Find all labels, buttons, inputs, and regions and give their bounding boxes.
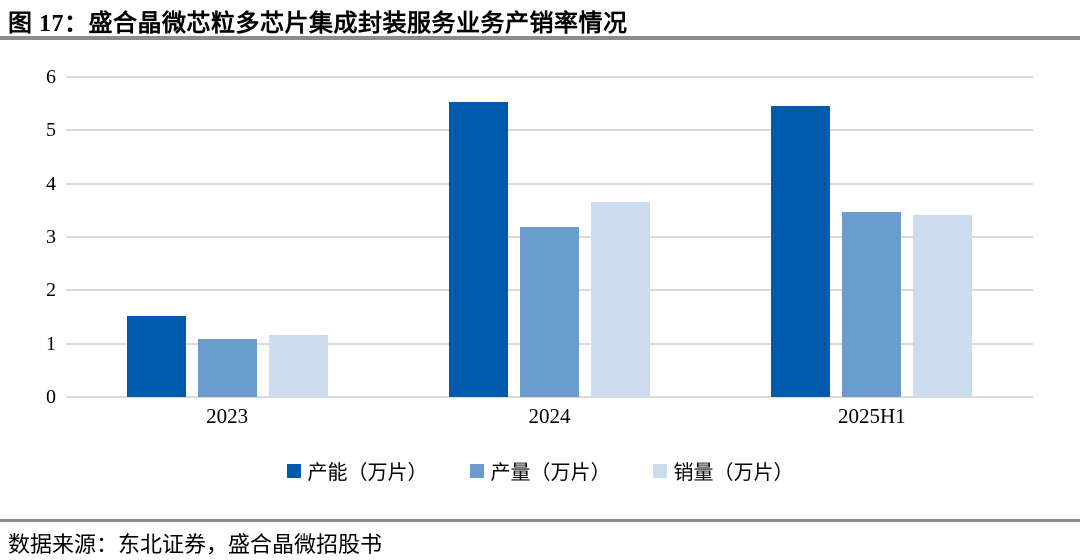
- x-axis-label-2024: 2024: [528, 404, 571, 428]
- bar-产能（万片）-2025H1: [771, 105, 831, 397]
- bar-产量（万片）-2023: [197, 338, 257, 397]
- x-axis-label-2025H1: 2025H1: [837, 404, 906, 428]
- legend-label-capacity: 产能（万片）: [307, 462, 428, 484]
- gridline-y-6: [66, 76, 1033, 78]
- legend-swatch-capacity-icon: [286, 463, 301, 478]
- title-divider: [0, 36, 1080, 40]
- y-axis-tick-label-3: 3: [46, 226, 56, 248]
- legend-item-capacity: 产能（万片）: [286, 456, 428, 485]
- bar-产量（万片）-2024: [519, 226, 579, 397]
- gridline-y-4: [66, 182, 1033, 185]
- gridline-y-5: [66, 129, 1033, 132]
- data-source: 数据来源：东北证券，盛合晶微招股书: [8, 532, 383, 557]
- legend-item-production: 产量（万片）: [469, 456, 611, 485]
- legend-swatch-sales-icon: [652, 463, 667, 478]
- x-axis-labels: 2023 2024 2025H1: [66, 404, 1033, 429]
- bar-产能（万片）-2023: [126, 315, 186, 397]
- bar-产量（万片）-2025H1: [842, 211, 902, 397]
- bar-group-2024: [388, 77, 710, 397]
- chart-legend: 产能（万片） 产量（万片） 销量（万片）: [0, 456, 1080, 485]
- y-axis-tick-label-2: 2: [46, 279, 56, 302]
- y-axis-tick-label-0: 0: [46, 386, 56, 408]
- bar-销量（万片）-2023: [268, 335, 328, 397]
- bar-销量（万片）-2024: [590, 201, 650, 397]
- y-axis-tick-label-6: 6: [46, 66, 56, 88]
- legend-label-production: 产量（万片）: [490, 462, 611, 484]
- y-axis-tick-label-1: 1: [46, 332, 56, 355]
- footer-divider: [0, 519, 1080, 522]
- legend-label-sales: 销量（万片）: [673, 462, 794, 484]
- bar-group-2025H1: [711, 77, 1033, 397]
- y-axis-tick-label-5: 5: [46, 119, 56, 142]
- figure-title: 图 17：盛合晶微芯粒多芯片集成封装服务业务产销率情况: [8, 11, 628, 37]
- plot-area: 0 1 2 3 4 5 6: [46, 66, 1033, 408]
- x-axis-label-2023: 2023: [206, 404, 249, 428]
- gridline-y-0: [66, 396, 1033, 398]
- bar-groups: [66, 77, 1033, 397]
- bar-销量（万片）-2025H1: [913, 214, 973, 397]
- legend-swatch-production-icon: [469, 463, 484, 478]
- bar-产能（万片）-2024: [448, 102, 508, 397]
- y-axis-tick-label-4: 4: [46, 172, 56, 195]
- legend-item-sales: 销量（万片）: [652, 456, 794, 485]
- bar-group-2023: [66, 77, 388, 397]
